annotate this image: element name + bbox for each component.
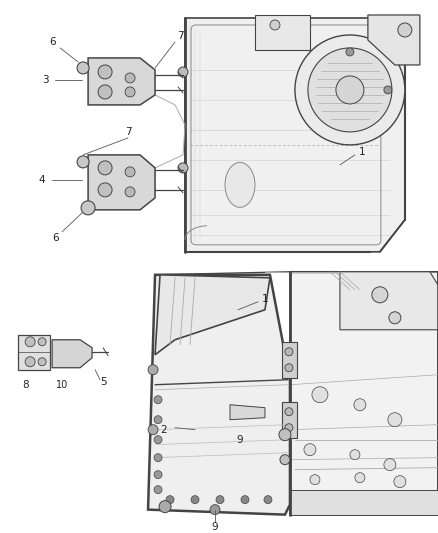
Circle shape: [270, 20, 280, 30]
Text: 4: 4: [39, 175, 46, 185]
Circle shape: [25, 357, 35, 367]
Circle shape: [154, 416, 162, 424]
Circle shape: [384, 86, 392, 94]
Polygon shape: [155, 275, 270, 355]
Circle shape: [38, 358, 46, 366]
Circle shape: [264, 496, 272, 504]
Polygon shape: [282, 342, 297, 378]
Text: 9: 9: [212, 522, 218, 531]
Circle shape: [312, 387, 328, 403]
Circle shape: [285, 364, 293, 372]
Circle shape: [285, 348, 293, 356]
Circle shape: [148, 425, 158, 435]
Polygon shape: [185, 18, 405, 252]
Circle shape: [154, 486, 162, 494]
Circle shape: [336, 76, 364, 104]
Circle shape: [38, 338, 46, 346]
Polygon shape: [88, 58, 155, 105]
Circle shape: [384, 459, 396, 471]
Circle shape: [77, 156, 89, 168]
Text: 3: 3: [42, 75, 49, 85]
Circle shape: [308, 48, 392, 132]
Circle shape: [178, 67, 188, 77]
Circle shape: [154, 395, 162, 403]
Circle shape: [372, 287, 388, 303]
Circle shape: [279, 429, 291, 441]
Circle shape: [98, 161, 112, 175]
Polygon shape: [340, 272, 438, 330]
Polygon shape: [18, 335, 50, 370]
Polygon shape: [230, 405, 265, 419]
Circle shape: [216, 496, 224, 504]
Circle shape: [166, 496, 174, 504]
Circle shape: [398, 23, 412, 37]
Circle shape: [310, 475, 320, 484]
Circle shape: [159, 500, 171, 513]
Circle shape: [354, 399, 366, 411]
Text: 6: 6: [49, 37, 56, 47]
Circle shape: [285, 424, 293, 432]
Text: 8: 8: [22, 379, 28, 390]
Circle shape: [191, 496, 199, 504]
Text: 2: 2: [161, 425, 167, 435]
Circle shape: [148, 365, 158, 375]
Circle shape: [81, 201, 95, 215]
Circle shape: [346, 48, 354, 56]
Circle shape: [394, 475, 406, 488]
Text: 1: 1: [261, 294, 268, 304]
Circle shape: [210, 505, 220, 515]
Circle shape: [178, 163, 188, 173]
Circle shape: [295, 35, 405, 145]
Circle shape: [350, 450, 360, 459]
Circle shape: [241, 496, 249, 504]
Circle shape: [98, 183, 112, 197]
Circle shape: [154, 435, 162, 443]
Circle shape: [280, 455, 290, 465]
Circle shape: [304, 443, 316, 456]
Circle shape: [125, 73, 135, 83]
Text: 10: 10: [56, 379, 68, 390]
Polygon shape: [282, 402, 297, 438]
Circle shape: [125, 167, 135, 177]
Circle shape: [355, 473, 365, 483]
Circle shape: [285, 408, 293, 416]
Polygon shape: [255, 15, 310, 50]
Polygon shape: [52, 340, 92, 368]
Circle shape: [77, 62, 89, 74]
Polygon shape: [88, 155, 155, 210]
Text: 7: 7: [125, 127, 131, 137]
Circle shape: [154, 471, 162, 479]
Circle shape: [98, 85, 112, 99]
Text: 1: 1: [359, 147, 365, 157]
Text: 7: 7: [177, 31, 184, 41]
Polygon shape: [290, 272, 438, 515]
Ellipse shape: [225, 163, 255, 207]
Polygon shape: [290, 490, 438, 515]
Polygon shape: [368, 15, 420, 65]
Circle shape: [388, 413, 402, 427]
Text: 6: 6: [52, 233, 58, 243]
Circle shape: [98, 65, 112, 79]
Circle shape: [25, 337, 35, 347]
Circle shape: [389, 312, 401, 324]
Polygon shape: [148, 275, 290, 515]
Circle shape: [125, 187, 135, 197]
Text: 5: 5: [100, 377, 106, 387]
Text: 9: 9: [237, 435, 243, 445]
Circle shape: [154, 454, 162, 462]
Circle shape: [125, 87, 135, 97]
